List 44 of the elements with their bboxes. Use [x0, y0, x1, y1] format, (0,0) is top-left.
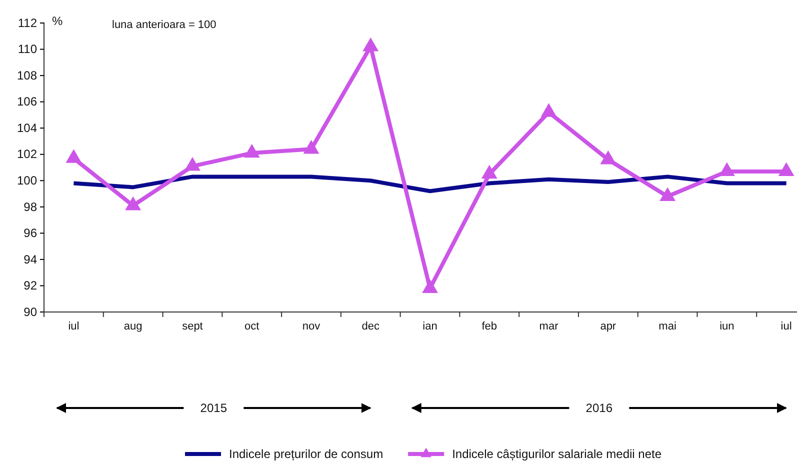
x-tick-label: mai	[658, 320, 676, 332]
line-series	[72, 174, 788, 194]
point	[481, 164, 498, 179]
x-tick-label: oct	[244, 320, 260, 332]
x-tick-label: sept	[182, 320, 203, 332]
legend-label: Indicele câștigurilor salariale medii nete	[452, 447, 662, 461]
point	[778, 162, 794, 176]
x-tick-label: ian	[422, 320, 438, 332]
point	[125, 196, 142, 210]
x-tick-label: aug	[124, 320, 142, 332]
x-tick-label: nov	[302, 320, 321, 332]
point	[184, 156, 200, 171]
y-tick-label: 100	[16, 173, 38, 188]
x-tick-label: iun	[720, 320, 734, 332]
point	[660, 187, 676, 201]
point	[422, 279, 438, 293]
x-tick-label: apr	[600, 320, 616, 332]
y-tick-label: 106	[16, 94, 38, 109]
text: 2015	[200, 401, 228, 415]
x-tick-label: iul	[780, 320, 792, 332]
y-tick-label: 108	[16, 68, 38, 82]
point	[244, 144, 260, 158]
point	[362, 37, 379, 52]
point	[540, 103, 557, 117]
y-tick-label: 110	[18, 42, 38, 56]
y-tick-label: 94	[24, 252, 38, 266]
y-axis-title: %	[52, 14, 63, 28]
point	[66, 149, 82, 163]
point	[303, 140, 320, 154]
point	[600, 150, 616, 164]
y-tick-label: 102	[16, 147, 38, 162]
y-tick-label: 92	[24, 278, 38, 293]
y-tick-label: 98	[24, 200, 38, 214]
legend-label: Indicele prețurilor de consum	[229, 447, 384, 461]
y-tick-label: 96	[24, 226, 38, 240]
x-tick-label: mar	[539, 320, 559, 332]
x-tick-label: feb	[482, 320, 498, 332]
y-tick-label: 90	[24, 304, 38, 319]
y-tick-label: 112	[18, 16, 38, 30]
x-tick-label: dec	[362, 320, 380, 332]
y-tick-label: 104	[16, 120, 38, 135]
text: 2016	[586, 401, 613, 415]
x-tick-label: iul	[68, 320, 80, 332]
annotation: luna anterioara = 100	[112, 19, 216, 31]
